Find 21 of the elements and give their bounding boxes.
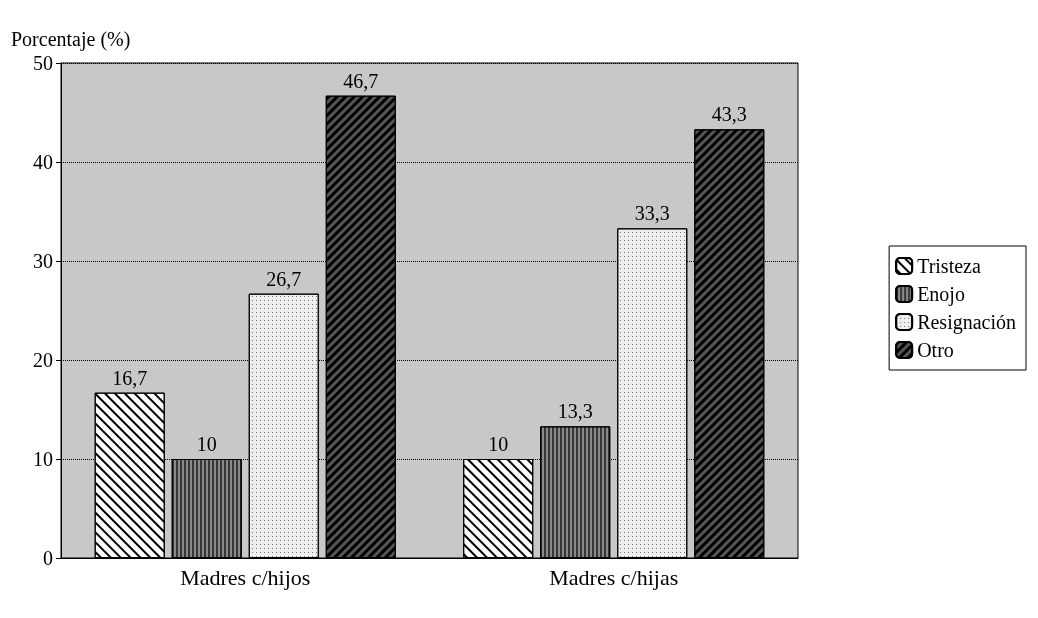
- y-tick-label: 30: [33, 250, 53, 272]
- y-tick-label: 20: [33, 349, 53, 371]
- data-label: 43,3: [711, 103, 747, 126]
- legend-label: Tristeza: [917, 255, 981, 277]
- y-tick-label: 10: [33, 448, 53, 470]
- legend-label: Otro: [917, 339, 954, 361]
- y-axis-title: Porcentaje (%): [11, 28, 131, 51]
- x-tick-label: Madres c/hijas: [549, 564, 679, 590]
- data-label: 33,3: [634, 202, 670, 225]
- y-tick-label: 50: [33, 52, 53, 74]
- data-label: 10: [196, 433, 217, 455]
- y-tick-label: 40: [33, 151, 53, 173]
- legend-label: Resignación: [917, 311, 1017, 334]
- legend-label: Enojo: [917, 283, 965, 306]
- y-tick-label: 0: [43, 547, 53, 569]
- data-label: 46,7: [343, 69, 379, 92]
- data-label: 26,7: [266, 267, 302, 290]
- data-label: 10: [488, 433, 509, 455]
- data-label: 13,3: [557, 400, 593, 423]
- data-label: 16,7: [112, 366, 148, 389]
- x-tick-label: Madres c/hijos: [180, 564, 311, 590]
